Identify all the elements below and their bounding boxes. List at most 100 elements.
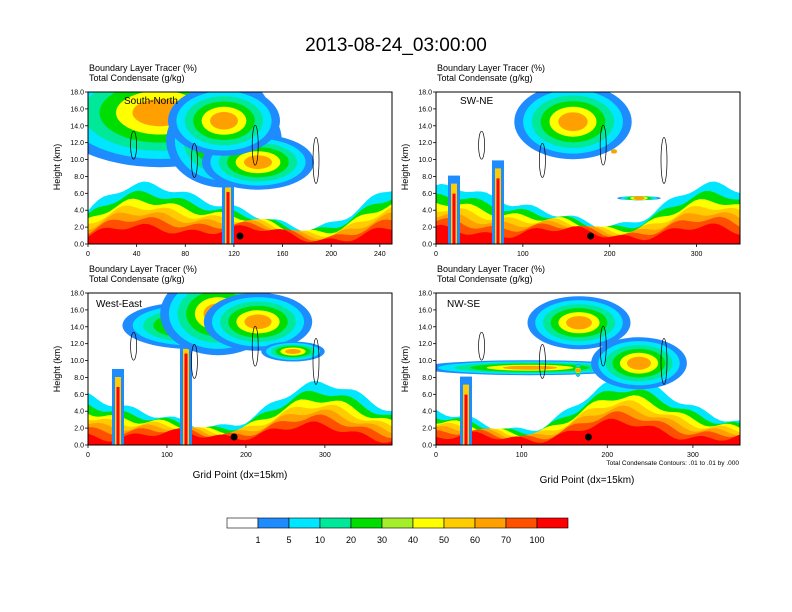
condensate-contour: [660, 137, 668, 184]
x-tick-label: 300: [691, 251, 703, 258]
panel-label: NW-SE: [447, 299, 480, 310]
tracer-shaft: [464, 394, 468, 445]
x-tick-label: 40: [133, 251, 141, 258]
y-tick-label: 2.0: [74, 225, 84, 232]
plot-frame: [87, 292, 393, 446]
colorbar-swatch: [536, 517, 569, 529]
tracer-band: [436, 418, 740, 445]
y-tick-label: 8.0: [422, 174, 432, 181]
y-tick-label: 4.0: [422, 208, 432, 215]
y-tick-label: 14.0: [418, 324, 432, 331]
colorbar-swatch: [381, 517, 414, 529]
y-tick-label: 8.0: [74, 174, 84, 181]
x-tick-label: 0: [86, 452, 90, 459]
colorbar-swatch: [350, 517, 383, 529]
location-marker: [587, 232, 595, 240]
panel-subtitle-1: Boundary Layer Tracer (%): [437, 63, 545, 73]
y-tick-label: 12.0: [70, 140, 84, 147]
tracer-shaft: [116, 387, 120, 445]
y-axis-label: Height (km): [52, 144, 62, 191]
y-tick-label: 16.0: [70, 307, 84, 314]
anvil-contour: [575, 368, 581, 373]
colorbar-label: 70: [501, 535, 511, 545]
tracer-field: [88, 92, 392, 244]
plot-area: 0.0 2.0 4.0 6.0 8.0 10.0 12.0 14.0 16.0 18.0 0 40 80…: [70, 90, 393, 258]
condensate-contour: [599, 325, 607, 367]
condensate-contour: [478, 331, 485, 361]
anvil-contour: [558, 112, 588, 132]
anvil-contour: [244, 155, 272, 170]
x-tick-label: 120: [228, 251, 240, 258]
panel-subtitle-2: Total Condensate (g/kg): [437, 274, 533, 284]
y-tick-label: 6.0: [422, 191, 432, 198]
tracer-field: [436, 92, 740, 244]
y-tick-label: 18.0: [70, 90, 84, 97]
condensate-contour: [130, 130, 137, 160]
colorbar-swatch: [257, 517, 290, 529]
anvil-contour: [210, 112, 238, 130]
y-tick-label: 10.0: [418, 358, 432, 365]
y-tick-label: 2.0: [422, 225, 432, 232]
x-tick-label: 100: [516, 452, 528, 459]
tracer-field: [88, 293, 392, 445]
x-tick-label: 0: [434, 251, 438, 258]
plot-area: 0.0 2.0 4.0 6.0 8.0 10.0 12.0 14.0 16.0 18.0 0 100 2…: [70, 291, 393, 459]
panel-west-east: Boundary Layer Tracer (%) Total Condensa…: [52, 264, 393, 481]
panel-subtitle-1: Boundary Layer Tracer (%): [89, 63, 197, 73]
anvil-contour: [502, 365, 558, 370]
panel-subtitle-2: Total Condensate (g/kg): [89, 73, 185, 83]
colorbar: 1 5 10 20 30 40 50 60 70 100: [226, 517, 569, 545]
colorbar-swatch: [505, 517, 538, 529]
y-tick-label: 12.0: [418, 140, 432, 147]
y-tick-label: 18.0: [418, 90, 432, 97]
y-tick-label: 18.0: [70, 291, 84, 298]
x-tick-label: 80: [181, 251, 189, 258]
y-tick-label: 0.0: [422, 443, 432, 450]
x-tick-label: 200: [240, 452, 252, 459]
y-tick-label: 10.0: [70, 358, 84, 365]
colorbar-label: 100: [529, 535, 544, 545]
anvil-contour: [244, 314, 272, 330]
x-tick-label: 0: [434, 452, 438, 459]
contour-note: Total Condensate Contours: .01 to .01 by…: [606, 460, 739, 467]
colorbar-label: 5: [286, 535, 291, 545]
colorbar-label: 30: [377, 535, 387, 545]
panel-label: South-North: [124, 96, 178, 107]
panel-sw-ne: Boundary Layer Tracer (%) Total Condensa…: [400, 63, 741, 258]
plot-area: 0.0 2.0 4.0 6.0 8.0 10.0 12.0 14.0 16.0 18.0 0 100 2…: [418, 90, 741, 258]
colorbar-label: 20: [346, 535, 356, 545]
colorbar-swatch: [412, 517, 445, 529]
panel-subtitle-2: Total Condensate (g/kg): [89, 274, 185, 284]
y-tick-label: 0.0: [74, 443, 84, 450]
condensate-contour: [539, 344, 546, 379]
location-marker: [584, 433, 592, 441]
panel-subtitle-1: Boundary Layer Tracer (%): [437, 264, 545, 274]
panel-label: West-East: [96, 299, 142, 310]
tracer-shaft: [184, 353, 188, 445]
y-tick-label: 8.0: [74, 375, 84, 382]
colorbar-label: 10: [315, 535, 325, 545]
y-tick-label: 14.0: [70, 123, 84, 130]
anvil-contour: [611, 149, 617, 154]
colorbar-label: 40: [408, 535, 418, 545]
y-tick-label: 14.0: [418, 123, 432, 130]
colorbar-swatch: [288, 517, 321, 529]
plot-frame: [435, 91, 741, 245]
anvil-contour: [633, 196, 645, 201]
anvil-contour: [285, 349, 301, 354]
y-tick-label: 4.0: [74, 409, 84, 416]
panel-south-north: Boundary Layer Tracer (%) Total Condensa…: [52, 63, 393, 258]
x-tick-label: 100: [161, 452, 173, 459]
x-tick-label: 0: [86, 251, 90, 258]
tracer-shaft: [226, 192, 230, 244]
y-tick-label: 2.0: [74, 426, 84, 433]
x-tick-label: 300: [319, 452, 331, 459]
main-title: 2013-08-24_03:00:00: [305, 35, 487, 56]
condensate-contour: [478, 130, 485, 160]
y-tick-label: 16.0: [418, 106, 432, 113]
y-tick-label: 4.0: [422, 409, 432, 416]
y-tick-label: 12.0: [70, 341, 84, 348]
y-axis-label: Height (km): [400, 144, 410, 191]
y-tick-label: 10.0: [418, 157, 432, 164]
